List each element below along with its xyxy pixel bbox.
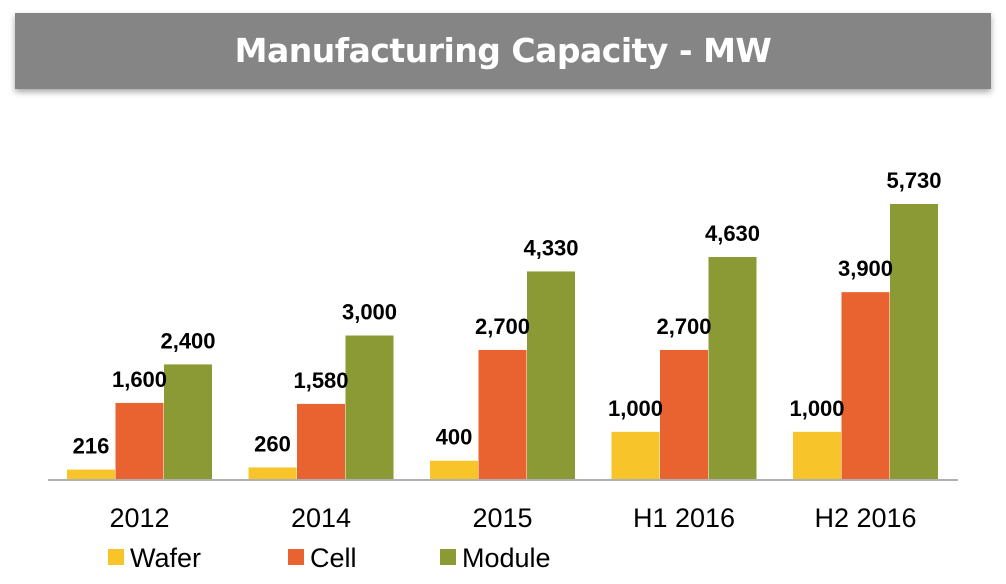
bar-wafer-2015 [430,460,478,480]
legend-swatch-module [440,549,456,565]
title-banner: Manufacturing Capacity - MW [15,13,991,89]
legend-swatch-wafer [108,549,124,565]
bar-cell-2014 [297,403,345,480]
data-label-wafer-h2-2016: 1,000 [789,396,844,421]
category-label-h2-2016: H2 2016 [814,503,916,533]
data-label-cell-2015: 2,700 [475,314,530,339]
category-label-2012: 2012 [109,503,169,533]
bar-wafer-h1-2016 [611,431,660,480]
bar-cell-h1-2016 [660,349,708,480]
legend-swatch-cell [288,549,304,565]
category-label-2014: 2014 [291,503,351,533]
data-label-cell-2012: 1,600 [112,367,167,392]
bar-wafer-2014 [248,467,297,480]
bar-wafer-h2-2016 [793,431,841,480]
bars-group [67,204,938,480]
bar-wafer-2012 [67,469,115,480]
data-label-wafer-2015: 400 [436,425,473,450]
data-labels-group: 216 1,600 2,400 260 1,580 3,000 400 2,700 4,330 1… [73,168,942,459]
category-label-h1-2016: H1 2016 [633,503,735,533]
data-label-cell-h2-2016: 3,900 [838,256,893,281]
legend-label-wafer: Wafer [130,543,201,573]
data-label-module-h1-2016: 4,630 [705,221,760,246]
bar-cell-2015 [478,349,527,480]
legend-label-cell: Cell [310,543,357,573]
category-labels-group: 2012 2014 2015 H1 2016 H2 2016 [109,503,916,533]
data-label-cell-h1-2016: 2,700 [656,314,711,339]
legend-label-module: Module [462,543,551,573]
data-label-module-2015: 4,330 [523,235,578,260]
bar-cell-2012 [115,402,164,480]
data-label-wafer-2014: 260 [254,431,291,456]
chart-title: Manufacturing Capacity - MW [234,31,772,70]
bar-module-2014 [345,335,394,480]
bar-module-h1-2016 [708,256,757,480]
data-label-wafer-2012: 216 [73,434,110,459]
data-label-wafer-h1-2016: 1,000 [608,396,663,421]
bar-module-2012 [164,364,212,480]
bar-module-h2-2016 [890,204,938,480]
data-label-module-h2-2016: 5,730 [886,168,941,193]
category-label-2015: 2015 [472,503,532,533]
bar-module-2015 [527,271,575,480]
data-label-module-2014: 3,000 [342,299,397,324]
data-label-cell-2014: 1,580 [293,368,348,393]
bar-cell-h2-2016 [841,292,890,480]
data-label-module-2012: 2,400 [160,328,215,353]
legend: Wafer Cell Module [108,543,551,573]
